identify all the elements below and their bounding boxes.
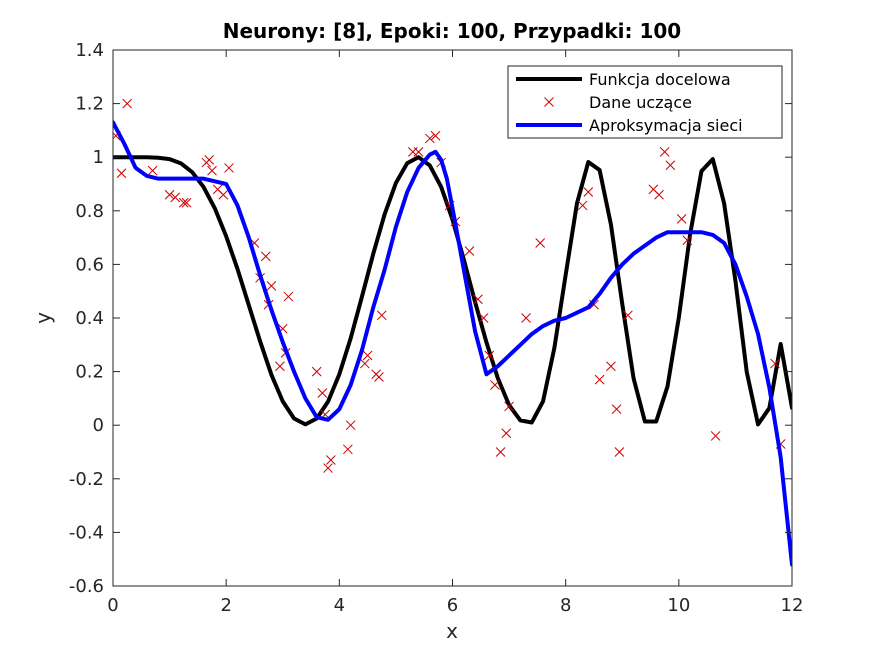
data-point xyxy=(376,310,387,321)
data-point xyxy=(317,388,328,398)
data-point xyxy=(342,444,353,455)
data-point xyxy=(207,165,217,176)
data-point xyxy=(374,372,384,382)
x-tick-label: 6 xyxy=(447,595,458,616)
data-point xyxy=(178,197,189,208)
legend-label: Funkcja docelowa xyxy=(589,70,731,89)
y-axis-label: y xyxy=(31,312,55,324)
data-point xyxy=(490,380,500,390)
data-point xyxy=(594,374,605,385)
data-point xyxy=(710,431,721,441)
data-point xyxy=(478,313,489,323)
data-point xyxy=(170,192,181,203)
legend-label: Aproksymacja sieci xyxy=(589,116,743,135)
data-point xyxy=(122,98,132,109)
y-tick-label: -0.4 xyxy=(69,522,104,543)
data-point xyxy=(535,238,546,248)
data-point xyxy=(359,358,370,369)
legend-swatch xyxy=(544,97,554,107)
data-point xyxy=(413,146,424,157)
y-tick-label: -0.6 xyxy=(69,576,104,597)
data-point xyxy=(260,251,271,262)
data-point xyxy=(614,447,625,457)
legend-label: Dane uczące xyxy=(589,93,692,112)
y-tick-label: 0.6 xyxy=(75,254,104,275)
data-point xyxy=(181,197,192,208)
data-point xyxy=(323,463,333,473)
data-point xyxy=(495,447,506,457)
data-point xyxy=(425,133,435,144)
data-point xyxy=(362,350,373,361)
data-point xyxy=(311,366,322,377)
x-tick-label: 8 xyxy=(560,595,571,616)
x-tick-label: 0 xyxy=(107,595,118,616)
y-tick-label: 0.8 xyxy=(75,201,104,222)
data-point xyxy=(577,200,588,211)
x-tick-label: 10 xyxy=(667,595,690,616)
x-tick-label: 2 xyxy=(220,595,231,616)
data-point xyxy=(606,361,616,372)
data-point xyxy=(204,155,215,165)
y-tick-label: 0.4 xyxy=(75,308,104,329)
y-tick-label: 1.2 xyxy=(75,94,104,115)
legend-item: Funkcja docelowa xyxy=(516,70,731,89)
data-point xyxy=(464,246,475,256)
data-point xyxy=(611,404,622,414)
data-point xyxy=(473,294,483,305)
chart-title: Neurony: [8], Epoki: 100, Przypadki: 100 xyxy=(223,19,681,43)
data-point xyxy=(770,358,780,369)
x-tick-label: 4 xyxy=(334,595,345,616)
data-point xyxy=(345,420,356,431)
y-tick-label: -0.2 xyxy=(69,469,104,490)
data-point xyxy=(654,189,664,200)
data-point xyxy=(224,163,234,173)
data-point xyxy=(430,130,441,141)
data-point xyxy=(266,280,277,291)
x-axis-label: x xyxy=(446,619,458,643)
data-point xyxy=(283,291,294,302)
legend: Funkcja docelowa Dane uczące Aproksymacja … xyxy=(507,65,783,139)
data-point xyxy=(116,168,127,179)
y-tick-label: 1 xyxy=(93,147,104,168)
data-point xyxy=(147,165,158,176)
data-point xyxy=(521,313,531,323)
data-point xyxy=(218,189,229,200)
legend-item: Aproksymacja sieci xyxy=(516,116,743,135)
data-point xyxy=(583,187,594,197)
data-point xyxy=(275,361,285,372)
y-tick-label: 1.4 xyxy=(75,40,104,61)
data-point xyxy=(325,455,336,465)
series-line-1 xyxy=(113,155,792,427)
y-tick-label: 0 xyxy=(93,415,104,436)
data-point xyxy=(164,189,175,200)
data-point xyxy=(665,160,676,171)
data-point xyxy=(659,146,670,157)
data-point xyxy=(504,401,514,412)
legend-item: Dane uczące xyxy=(544,93,692,112)
x-tick-label: 12 xyxy=(781,595,804,616)
data-point xyxy=(484,350,495,361)
data-point xyxy=(501,428,512,439)
data-point xyxy=(682,235,693,246)
y-tick-label: 0.2 xyxy=(75,362,104,383)
data-point xyxy=(623,310,633,321)
series-line-3 xyxy=(113,120,792,567)
data-point xyxy=(676,213,687,224)
